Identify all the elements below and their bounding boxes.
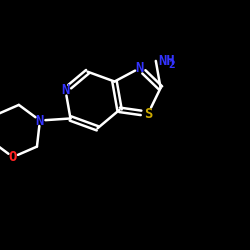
- Text: N: N: [61, 83, 70, 97]
- Text: NH: NH: [158, 54, 175, 68]
- Text: N: N: [36, 114, 44, 128]
- Text: 2: 2: [169, 60, 175, 70]
- Text: S: S: [144, 107, 152, 121]
- Text: N: N: [136, 61, 144, 75]
- Text: O: O: [9, 150, 17, 164]
